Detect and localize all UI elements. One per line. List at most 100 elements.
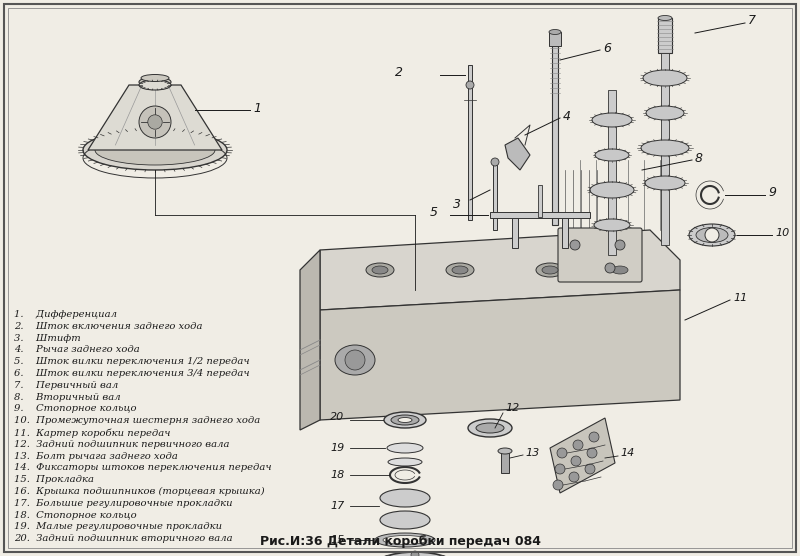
Ellipse shape [380,511,430,529]
Bar [501,451,509,473]
Text: 8.    Вторичный вал: 8. Вторичный вал [14,393,121,401]
Ellipse shape [388,458,422,466]
Text: 7: 7 [748,14,756,27]
Text: 17.  Большие регулировочные прокладки: 17. Большие регулировочные прокладки [14,499,233,508]
Circle shape [491,158,499,166]
Ellipse shape [375,533,435,547]
Circle shape [139,106,171,138]
Text: 7.    Первичный вал: 7. Первичный вал [14,381,118,390]
Bar [538,185,542,217]
Circle shape [345,350,365,370]
Ellipse shape [83,130,227,170]
Bar [552,40,558,225]
Text: 2.    Шток включения заднего хода: 2. Шток включения заднего хода [14,322,202,331]
Ellipse shape [536,263,564,277]
Text: 18.  Стопорное кольцо: 18. Стопорное кольцо [14,510,137,520]
Text: 3: 3 [453,198,461,211]
Circle shape [571,456,581,466]
Ellipse shape [452,266,468,274]
Circle shape [384,555,392,556]
Ellipse shape [335,345,375,375]
Ellipse shape [595,149,629,161]
Text: 1: 1 [253,102,261,115]
Ellipse shape [592,113,632,127]
Circle shape [553,480,563,490]
Text: Рис.И:36 Детали коробки передач 084: Рис.И:36 Детали коробки передач 084 [259,535,541,548]
Circle shape [438,555,446,556]
Circle shape [148,115,162,129]
Text: 20: 20 [330,412,344,422]
Text: 13: 13 [525,448,539,458]
Bar [493,165,497,230]
Ellipse shape [696,227,728,242]
Bar [608,90,616,255]
Text: 9: 9 [768,186,776,200]
Bar [658,18,672,53]
Circle shape [411,551,419,556]
Text: 20.  Задний подшипник вторичного вала: 20. Задний подшипник вторичного вала [14,534,233,543]
Text: 1.    Дифференциал: 1. Дифференциал [14,310,117,319]
Bar [490,212,590,218]
Bar [468,65,472,220]
Text: 4: 4 [563,110,571,122]
Ellipse shape [646,106,684,120]
Bar [549,32,561,46]
Ellipse shape [476,423,504,433]
Text: 18: 18 [330,470,344,480]
FancyBboxPatch shape [558,228,642,282]
Text: 6: 6 [603,42,611,54]
Text: 15: 15 [330,535,344,545]
Ellipse shape [641,140,689,156]
Ellipse shape [383,535,427,544]
Text: 2: 2 [395,67,403,80]
Ellipse shape [658,16,672,21]
Circle shape [585,464,595,474]
Ellipse shape [372,266,388,274]
Circle shape [605,263,615,273]
Text: 8: 8 [695,151,703,165]
Circle shape [705,228,719,242]
Polygon shape [300,250,320,430]
Text: 15.  Прокладка: 15. Прокладка [14,475,94,484]
Text: 12.  Задний подшипник первичного вала: 12. Задний подшипник первичного вала [14,440,230,449]
Ellipse shape [542,266,558,274]
Text: 11.  Картер коробки передач: 11. Картер коробки передач [14,428,170,438]
Ellipse shape [139,80,171,90]
Text: 10.  Промежуточная шестерня заднего хода: 10. Промежуточная шестерня заднего хода [14,416,260,425]
Circle shape [587,448,597,458]
Polygon shape [505,138,530,170]
Ellipse shape [549,29,561,34]
Circle shape [555,464,565,474]
Ellipse shape [612,266,628,274]
Circle shape [466,81,474,89]
Ellipse shape [380,489,430,507]
Ellipse shape [366,263,394,277]
Ellipse shape [645,176,685,190]
Bar [562,218,568,248]
Text: 19: 19 [330,443,344,453]
Ellipse shape [398,418,412,423]
Text: 16.  Крышка подшипников (торцевая крышка): 16. Крышка подшипников (торцевая крышка) [14,487,265,496]
Ellipse shape [139,77,171,87]
Text: 10: 10 [775,228,790,238]
Circle shape [589,432,599,442]
Text: 14.  Фиксаторы штоков переключения передач: 14. Фиксаторы штоков переключения переда… [14,463,272,473]
Ellipse shape [141,75,169,82]
Bar [512,218,518,248]
Text: 12: 12 [505,403,519,413]
Ellipse shape [446,263,474,277]
Text: 4.    Рычаг заднего хода: 4. Рычаг заднего хода [14,345,140,354]
Ellipse shape [370,552,460,556]
Text: 17: 17 [330,501,344,511]
Ellipse shape [606,263,634,277]
Ellipse shape [384,412,426,428]
Ellipse shape [594,219,630,231]
Circle shape [557,448,567,458]
Text: 9.    Стопорное кольцо: 9. Стопорное кольцо [14,404,137,414]
Text: 11: 11 [733,293,747,303]
Text: 6.    Шток вилки переключения 3/4 передач: 6. Шток вилки переключения 3/4 передач [14,369,250,378]
Circle shape [569,472,579,482]
Ellipse shape [689,224,735,246]
Text: 3.    Штифт: 3. Штифт [14,334,81,342]
Polygon shape [320,230,680,310]
